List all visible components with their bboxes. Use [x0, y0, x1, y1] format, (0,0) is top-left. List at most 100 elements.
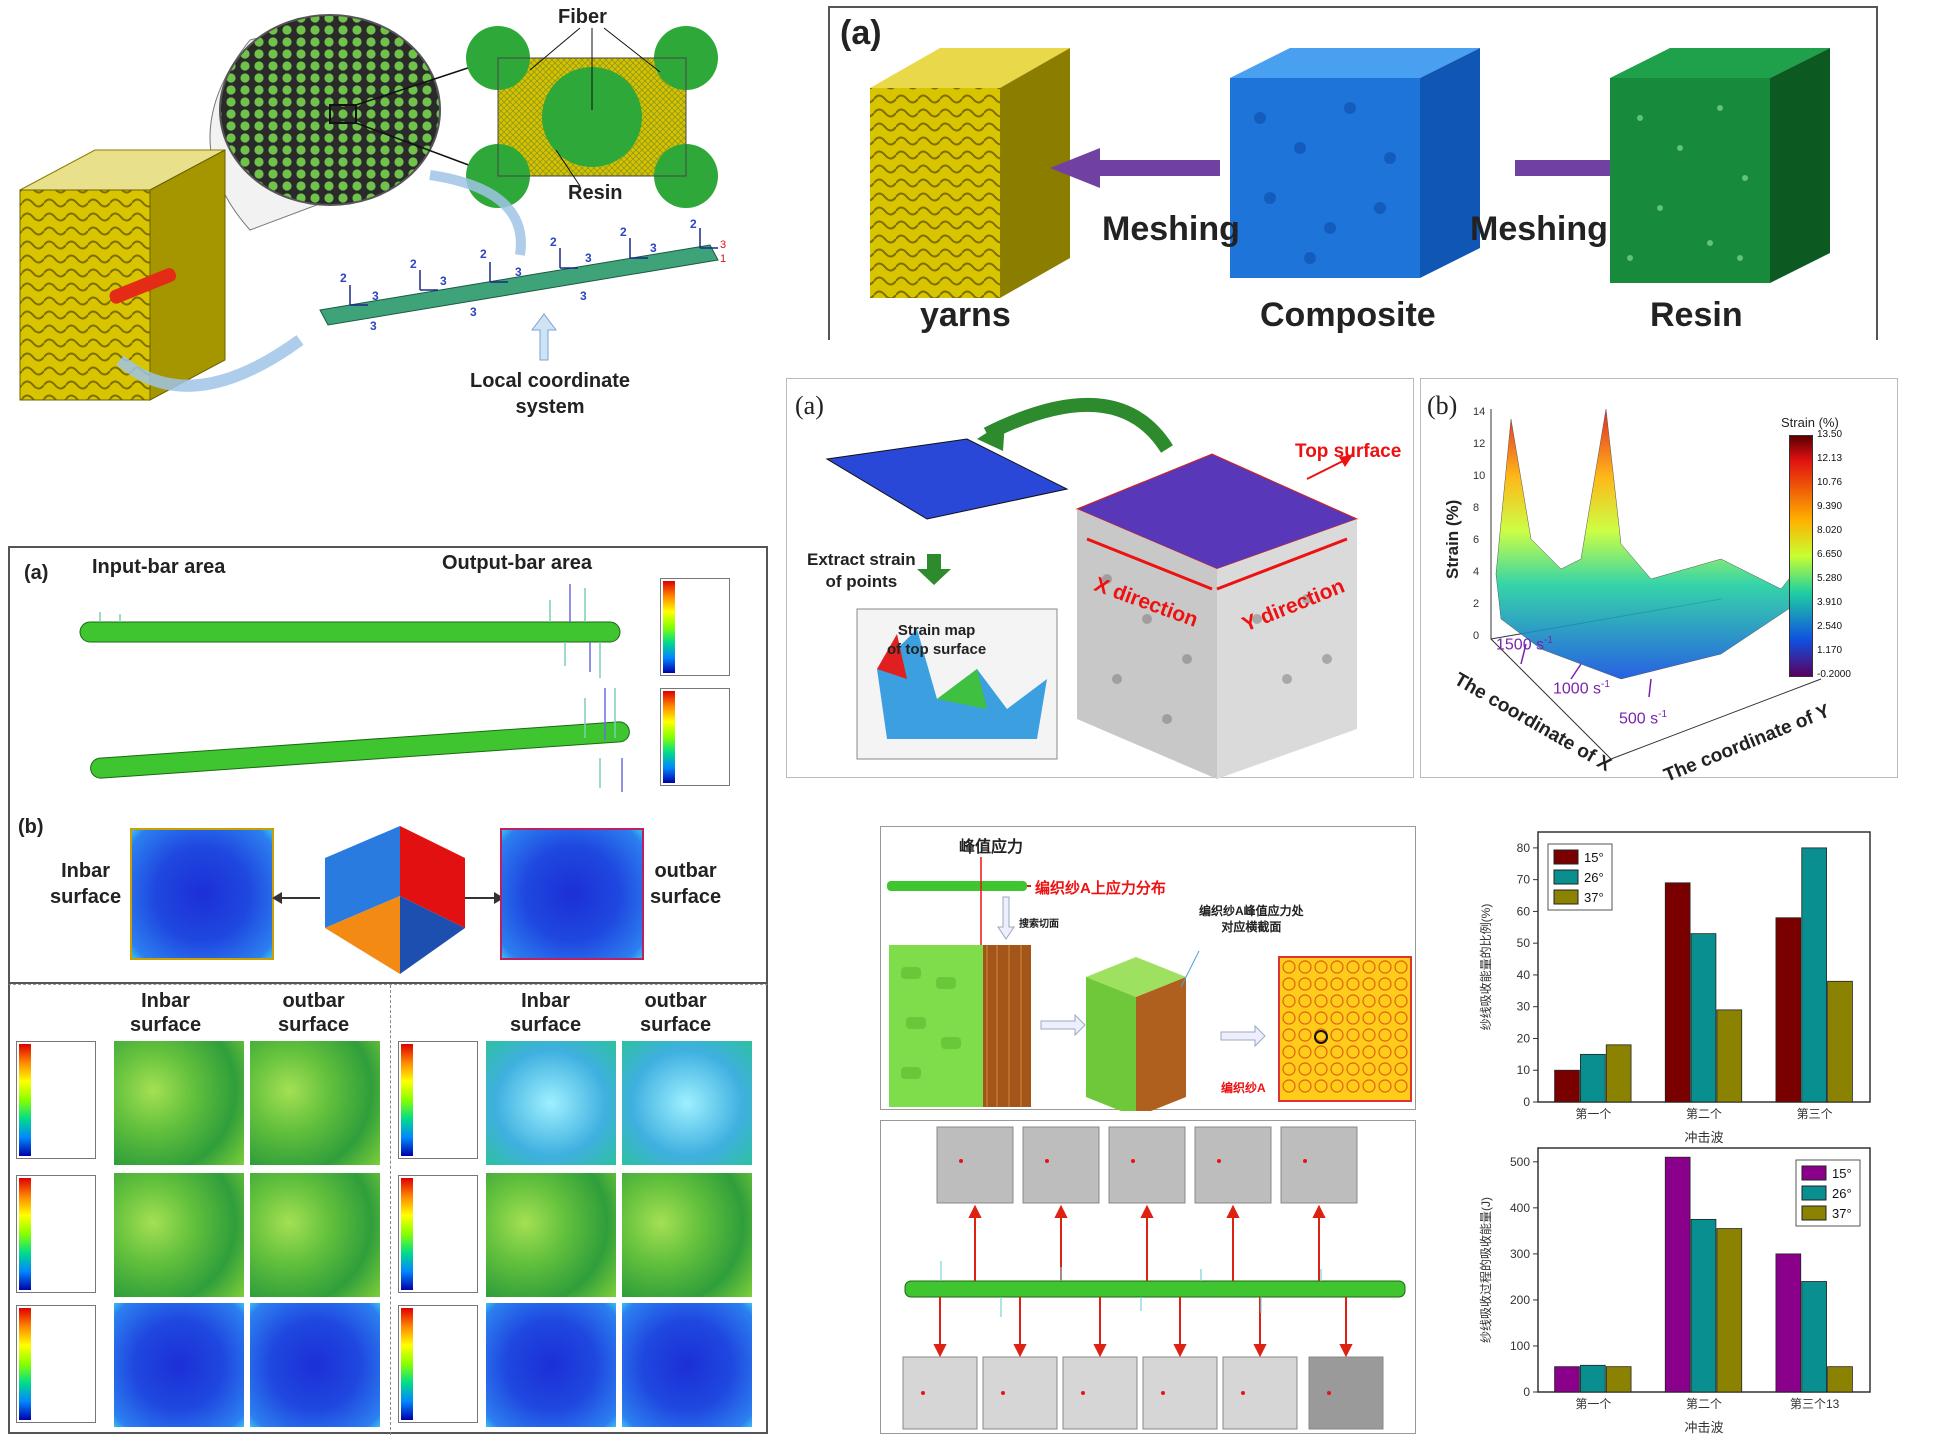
outbar-surface-image: [500, 828, 644, 960]
find-section-label: 搜索切面: [1019, 919, 1059, 930]
bar: [1554, 1069, 1580, 1103]
z-tick-label: 10: [1473, 470, 1485, 482]
outbar3-line2: surface: [640, 1014, 712, 1036]
legend-row2-right: [398, 1175, 478, 1293]
svg-text:3: 3: [580, 289, 587, 303]
peak-position-label: 编织纱A峰值应力处 对应横截面: [1199, 903, 1304, 935]
legend-label: 37°: [1832, 1206, 1852, 1221]
composite-label: Composite: [1260, 296, 1436, 334]
colorbar-title: Strain (%): [1781, 415, 1839, 430]
inbar-col2-label: Inbar surface: [510, 989, 581, 1037]
inbar2-line1: Inbar: [141, 990, 191, 1012]
downward-arrow-head: [1253, 1344, 1267, 1358]
y-tick-label: 40: [1517, 968, 1531, 982]
colorbar-tick: 1.170: [1817, 645, 1843, 656]
input-bar-label: Input-bar area: [92, 556, 226, 578]
local-coordinate-line2: system: [515, 396, 585, 418]
legend-swatch: [1801, 1185, 1827, 1201]
inbar-surface-image: [130, 828, 274, 960]
outbar-surface-label: outbar surface: [650, 858, 721, 910]
bar: [1664, 1156, 1691, 1393]
rate-1000-label: 1000 s-1: [1553, 679, 1610, 698]
map-r3c4: [622, 1303, 752, 1427]
peak-point: [1161, 1391, 1165, 1395]
peak-point: [959, 1159, 963, 1163]
map-r2c1: [114, 1173, 244, 1297]
bar: [1605, 1044, 1632, 1103]
downward-arrow-head: [1173, 1344, 1187, 1358]
y-tick-label: 400: [1510, 1201, 1530, 1215]
rate-1500: 1500 s: [1496, 636, 1545, 654]
local-coordinate-label: Local coordinate system: [470, 368, 630, 420]
downward-arrow-head: [933, 1344, 947, 1358]
bar: [1801, 847, 1827, 1103]
bar: [1690, 933, 1717, 1103]
downward-arrow-head: [1093, 1344, 1107, 1358]
y-axis-label: 纱线吸收过程的吸收能量(J): [1478, 1197, 1493, 1343]
colorbar-tick: 3.910: [1817, 597, 1843, 608]
legend-s22: [660, 688, 730, 786]
bar: [1827, 1366, 1853, 1393]
z-tick-label: 14: [1473, 406, 1485, 418]
legend-row3-left: [16, 1305, 96, 1423]
y-tick-label: 30: [1517, 1000, 1531, 1014]
y-tick-label: 60: [1517, 904, 1531, 918]
peak-stress-label: 峰值应力: [959, 839, 1024, 856]
legend-swatch: [1553, 869, 1579, 885]
chart2-svg: 0 100 200 300 400 500 第一个 第二个 第三个13 纱线吸收过程的吸收能量(J…: [1478, 1130, 1871, 1435]
bar: [1775, 1253, 1802, 1393]
bar: [1580, 1364, 1606, 1393]
y-tick-label: 20: [1517, 1031, 1531, 1045]
peak-point: [1131, 1159, 1135, 1163]
svg-text:3: 3: [470, 305, 477, 319]
x-axis-label: 冲击波: [1684, 1420, 1723, 1435]
svg-text:3: 3: [440, 274, 447, 288]
inbar3-line2: surface: [510, 1014, 582, 1036]
bar: [1605, 1366, 1632, 1393]
map-r2c2: [250, 1173, 380, 1297]
z-tick-label: 0: [1473, 630, 1479, 642]
z-ticks: 14 12 10 8 6 4 2 0: [1473, 406, 1485, 642]
fig-bm-top: 峰值应力 编织纱A上应力分布 搜索切面 编织纱A峰值应力处 对应横截面 编织纱A: [880, 826, 1416, 1111]
rate-500: 500 s: [1619, 710, 1659, 728]
legend-row2-left: [16, 1175, 96, 1293]
bar: [1664, 882, 1691, 1103]
fig-mr-b-tag: (b): [1427, 391, 1458, 420]
yarn-a-label: 编织纱A: [1221, 1081, 1266, 1095]
map-r2c3: [486, 1173, 616, 1297]
peak-point: [1303, 1159, 1307, 1163]
z-tick-label: 12: [1473, 438, 1485, 450]
yarns-label: yarns: [920, 296, 1011, 334]
svg-text:1: 1: [720, 253, 726, 265]
fig-mr-b: (b) 14 12 10 8 6 4 2 0 Strain (%) The coordinat…: [1420, 378, 1898, 786]
colorbar-ticks: 13.50 12.13 10.76 9.390 8.020 6.650 5.280 3.910…: [1817, 429, 1877, 680]
legend-swatch: [1553, 889, 1579, 905]
colorbar-tick: 9.390: [1817, 501, 1843, 512]
outbar2-line1: outbar: [282, 990, 345, 1012]
cross-section-top: [1194, 1126, 1272, 1204]
svg-text:3: 3: [515, 265, 522, 279]
cross-section-top: [1022, 1126, 1100, 1204]
rate-1500-sup: -1: [1544, 635, 1553, 646]
fiber-label: Fiber: [558, 6, 607, 28]
y-tick-label: 300: [1510, 1247, 1530, 1261]
svg-text:2: 2: [340, 271, 347, 285]
legend-label: 37°: [1584, 890, 1604, 905]
upward-arrow-head: [1312, 1204, 1326, 1218]
inbar-line2: surface: [50, 886, 122, 908]
inbar2-line2: surface: [130, 1014, 202, 1036]
stress-dist-label: 编织纱A上应力分布: [1035, 880, 1166, 897]
meshing-right-label: Meshing: [1470, 210, 1608, 248]
legend-swatch: [1553, 849, 1579, 865]
fig-mr-a-tag: (a): [795, 391, 824, 420]
fig-mr-a: (a) Top surface Extract strain of points…: [786, 378, 1414, 779]
x-tick-label: 第三个13: [1790, 1397, 1840, 1411]
inbar3-line1: Inbar: [521, 990, 571, 1012]
svg-text:3: 3: [720, 239, 726, 251]
output-bar-label: Output-bar area: [442, 552, 593, 574]
y-tick-label: 80: [1517, 841, 1531, 855]
upward-arrow-head: [1054, 1204, 1068, 1218]
colorbar-tick: 12.13: [1817, 453, 1843, 464]
outbar2-line2: surface: [278, 1014, 350, 1036]
fig-top-right: (a) Meshing Meshing yarns Composite Resi…: [828, 6, 1878, 340]
